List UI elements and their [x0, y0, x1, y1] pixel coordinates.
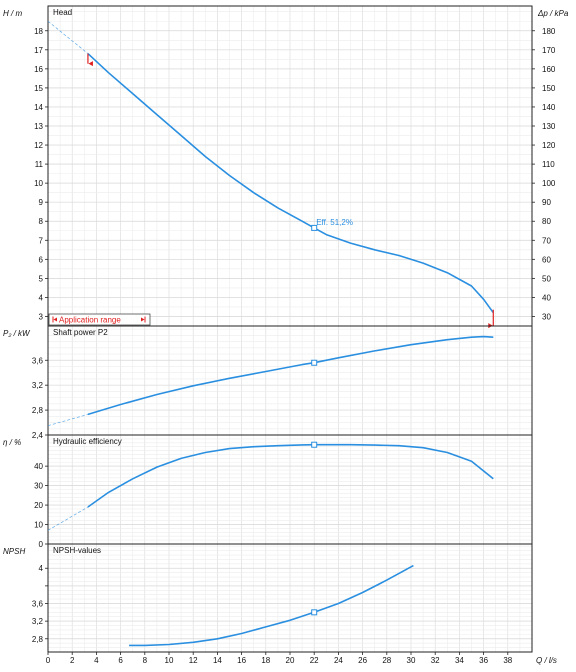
- x-tick-label: 32: [431, 656, 440, 665]
- head-ytick-right-label: 30: [542, 312, 551, 321]
- power-duty-point: [311, 359, 318, 366]
- x-tick-label: 0: [46, 656, 51, 665]
- head-ytick-label: 4: [39, 293, 44, 302]
- efficiency-ytick-label: 30: [34, 482, 43, 491]
- x-tick-label: 20: [286, 656, 295, 665]
- head-ytick-right-label: 180: [542, 27, 556, 36]
- power-ytick-label: 3,2: [32, 381, 44, 390]
- efficiency-extrapolation: [47, 506, 89, 531]
- power-ylabel: P₂ / kW: [3, 329, 31, 338]
- npsh-ytick-label: 4: [39, 564, 44, 573]
- head-ytick-right-label: 40: [542, 293, 551, 302]
- npsh-curve: [129, 564, 414, 647]
- x-tick-label: 4: [94, 656, 99, 665]
- efficiency-annotation: Eff. 51,2%: [316, 218, 353, 227]
- efficiency-ytick-label: 40: [34, 462, 43, 471]
- head-ytick-right-label: 130: [542, 122, 556, 131]
- x-tick-label: 16: [237, 656, 246, 665]
- x-tick-label: 2: [70, 656, 75, 665]
- efficiency-ytick-label: 20: [34, 501, 43, 510]
- head-ytick-label: 14: [34, 103, 43, 112]
- head-ytick-label: 7: [39, 236, 44, 245]
- application-range-legend: [48, 313, 151, 326]
- application-range-label: Application range: [59, 316, 121, 325]
- head-ytick-right-label: 70: [542, 236, 551, 245]
- head-curve: [87, 53, 494, 314]
- head-ytick-label: 13: [34, 122, 43, 131]
- x-tick-label: 18: [261, 656, 270, 665]
- x-tick-label: 8: [143, 656, 148, 665]
- head-ylabel-right: Δp / kPa: [537, 9, 569, 18]
- head-ytick-right-label: 80: [542, 217, 551, 226]
- head-ytick-label: 15: [34, 84, 43, 93]
- x-tick-label: 26: [358, 656, 367, 665]
- x-tick-label: 30: [407, 656, 416, 665]
- power-extrapolation: [47, 414, 89, 426]
- efficiency-ylabel: η / %: [3, 438, 21, 447]
- efficiency-ytick-label: 0: [39, 540, 44, 549]
- x-tick-label: 12: [189, 656, 198, 665]
- head-ylabel: H / m: [3, 9, 22, 18]
- head-ytick-label: 9: [39, 198, 44, 207]
- x-tick-label: 36: [479, 656, 488, 665]
- x-tick-label: 10: [165, 656, 174, 665]
- head-ytick-label: 12: [34, 141, 43, 150]
- head-ytick-right-label: 100: [542, 179, 556, 188]
- head-ytick-right-label: 90: [542, 198, 551, 207]
- head-ytick-right-label: 160: [542, 65, 556, 74]
- efficiency-ytick-label: 10: [34, 521, 43, 530]
- x-tick-label: 38: [503, 656, 512, 665]
- x-tick-label: 6: [118, 656, 123, 665]
- head-ytick-right-label: 140: [542, 103, 556, 112]
- npsh-ylabel: NPSH: [3, 547, 25, 556]
- power-ytick-label: 2,8: [32, 406, 44, 415]
- x-tick-label: 22: [310, 656, 319, 665]
- npsh-duty-point: [311, 609, 318, 616]
- head-ytick-right-label: 60: [542, 255, 551, 264]
- head-ytick-label: 5: [39, 274, 44, 283]
- head-ytick-right-label: 120: [542, 141, 556, 150]
- head-ytick-label: 11: [35, 160, 44, 169]
- head-ytick-label: 6: [39, 255, 44, 264]
- power-ytick-label: 3,6: [32, 356, 44, 365]
- efficiency-curve: [87, 443, 494, 508]
- x-axis-label: Q / l/s: [536, 656, 557, 665]
- head-duty-point: [311, 224, 318, 231]
- x-tick-label: 28: [382, 656, 391, 665]
- head-ytick-right-label: 110: [542, 160, 555, 169]
- efficiency-duty-point: [311, 441, 318, 448]
- efficiency-title: Hydraulic efficiency: [53, 437, 122, 446]
- npsh-title: NPSH-values: [53, 546, 101, 555]
- head-ytick-label: 3: [39, 312, 44, 321]
- head-ytick-label: 8: [39, 217, 44, 226]
- power-curve: [87, 335, 494, 416]
- head-ytick-right-label: 170: [542, 46, 556, 55]
- x-tick-label: 14: [213, 656, 222, 665]
- legend-min-arrow: [53, 317, 57, 322]
- head-title: Head: [53, 8, 72, 17]
- power-title: Shaft power P2: [53, 328, 108, 337]
- npsh-ytick-label: 2,8: [32, 635, 44, 644]
- npsh-ytick-label: 3,2: [32, 617, 44, 626]
- x-tick-label: 34: [455, 656, 464, 665]
- head-ytick-label: 17: [34, 46, 43, 55]
- head-extrapolation: [47, 20, 89, 54]
- npsh-ytick-label: 3,6: [32, 600, 44, 609]
- min-flow-arrow: [88, 61, 93, 67]
- head-ytick-right-label: 150: [542, 84, 556, 93]
- head-ytick-right-label: 50: [542, 274, 551, 283]
- x-tick-label: 24: [334, 656, 343, 665]
- legend-max-arrow: [141, 317, 145, 322]
- power-ytick-label: 2,4: [32, 431, 44, 440]
- head-ytick-label: 18: [34, 27, 43, 36]
- head-ytick-label: 16: [34, 65, 43, 74]
- head-ytick-label: 10: [34, 179, 43, 188]
